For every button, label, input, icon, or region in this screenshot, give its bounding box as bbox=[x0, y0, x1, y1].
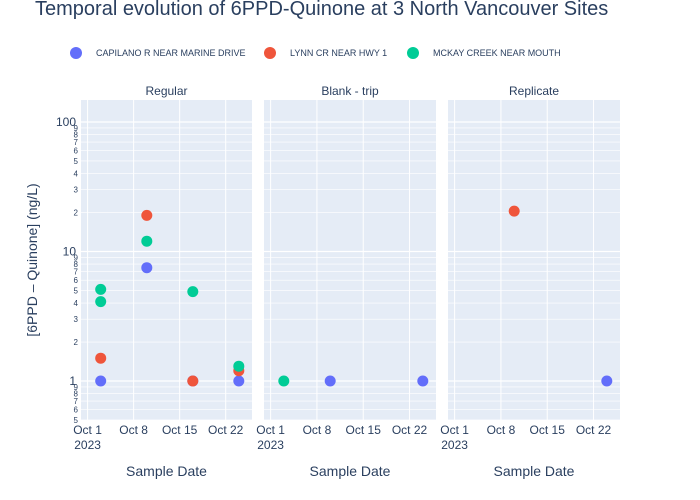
y-minor-tick-label: 9 bbox=[74, 124, 79, 133]
y-minor-tick-label: 9 bbox=[74, 383, 79, 392]
y-minor-tick-label: 2 bbox=[74, 338, 79, 347]
plot-background bbox=[81, 100, 252, 420]
y-minor-tick-label: 4 bbox=[74, 299, 79, 308]
y-minor-tick-label: 8 bbox=[74, 131, 79, 140]
x-axis-title: Sample Date bbox=[126, 463, 207, 479]
legend-marker[interactable] bbox=[264, 47, 276, 59]
x-tick-label: Oct 1 bbox=[440, 423, 469, 437]
legend-marker[interactable] bbox=[70, 47, 82, 59]
y-minor-tick-label: 5 bbox=[74, 157, 79, 166]
legend-marker[interactable] bbox=[407, 47, 419, 59]
data-point[interactable] bbox=[141, 209, 153, 221]
data-point[interactable] bbox=[95, 375, 107, 387]
x-tick-sublabel: 2023 bbox=[257, 438, 284, 452]
facet-title: Blank - trip bbox=[321, 84, 379, 98]
data-point[interactable] bbox=[95, 283, 107, 295]
y-minor-tick-label: 9 bbox=[74, 253, 79, 262]
data-point[interactable] bbox=[141, 235, 153, 247]
x-axis-title: Sample Date bbox=[494, 463, 575, 479]
plot-background bbox=[264, 100, 436, 420]
x-tick-label: Oct 15 bbox=[530, 423, 566, 437]
x-axis-title: Sample Date bbox=[310, 463, 391, 479]
data-point[interactable] bbox=[187, 375, 199, 387]
y-minor-tick-label: 4 bbox=[74, 170, 79, 179]
data-point[interactable] bbox=[508, 205, 520, 217]
x-tick-label: Oct 8 bbox=[119, 423, 148, 437]
y-minor-tick-label: 6 bbox=[74, 147, 79, 156]
data-point[interactable] bbox=[95, 296, 107, 308]
x-tick-label: Oct 8 bbox=[487, 423, 516, 437]
legend-label[interactable]: LYNN CR NEAR HWY 1 bbox=[290, 48, 387, 58]
y-minor-tick-label: 3 bbox=[74, 186, 79, 195]
y-tick-label: 100 bbox=[56, 115, 76, 129]
y-tick-label: 1 bbox=[69, 374, 76, 388]
facet-title: Regular bbox=[145, 84, 187, 98]
y-minor-tick-label: 6 bbox=[74, 406, 79, 415]
data-point[interactable] bbox=[141, 262, 153, 274]
x-tick-label: Oct 1 bbox=[256, 423, 285, 437]
data-point[interactable] bbox=[417, 375, 429, 387]
data-point[interactable] bbox=[95, 352, 107, 364]
chart-title: Temporal evolution of 6PPD-Quinone at 3 … bbox=[35, 0, 608, 20]
data-point[interactable] bbox=[233, 360, 245, 372]
x-tick-label: Oct 22 bbox=[392, 423, 428, 437]
facet-title: Replicate bbox=[509, 84, 559, 98]
x-tick-label: Oct 22 bbox=[576, 423, 612, 437]
y-minor-tick-label: 6 bbox=[74, 276, 79, 285]
y-axis-title: [6PPD – Quinone] (ng/L) bbox=[24, 183, 40, 336]
x-tick-label: Oct 15 bbox=[346, 423, 382, 437]
data-point[interactable] bbox=[278, 375, 290, 387]
y-minor-tick-label: 7 bbox=[74, 138, 79, 147]
legend[interactable]: CAPILANO R NEAR MARINE DRIVE LYNN CR NEAR… bbox=[70, 47, 561, 59]
data-point[interactable] bbox=[233, 375, 245, 387]
y-tick-label: 10 bbox=[63, 245, 77, 259]
y-minor-tick-label: 5 bbox=[74, 416, 79, 425]
y-minor-tick-label: 8 bbox=[74, 390, 79, 399]
y-minor-tick-label: 7 bbox=[74, 268, 79, 277]
legend-label[interactable]: MCKAY CREEK NEAR MOUTH bbox=[433, 48, 561, 58]
y-minor-tick-label: 3 bbox=[74, 315, 79, 324]
x-tick-label: Oct 8 bbox=[303, 423, 332, 437]
plot-background bbox=[448, 100, 620, 420]
x-tick-sublabel: 2023 bbox=[441, 438, 468, 452]
y-minor-tick-label: 5 bbox=[74, 286, 79, 295]
data-point[interactable] bbox=[187, 286, 199, 298]
x-tick-sublabel: 2023 bbox=[74, 438, 101, 452]
x-tick-label: Oct 1 bbox=[73, 423, 102, 437]
y-minor-tick-label: 7 bbox=[74, 397, 79, 406]
y-minor-tick-label: 2 bbox=[74, 209, 79, 218]
y-minor-tick-label: 8 bbox=[74, 260, 79, 269]
data-point[interactable] bbox=[601, 375, 613, 387]
data-point[interactable] bbox=[324, 375, 336, 387]
x-tick-label: Oct 22 bbox=[208, 423, 244, 437]
x-tick-label: Oct 15 bbox=[162, 423, 198, 437]
legend-label[interactable]: CAPILANO R NEAR MARINE DRIVE bbox=[96, 48, 246, 58]
